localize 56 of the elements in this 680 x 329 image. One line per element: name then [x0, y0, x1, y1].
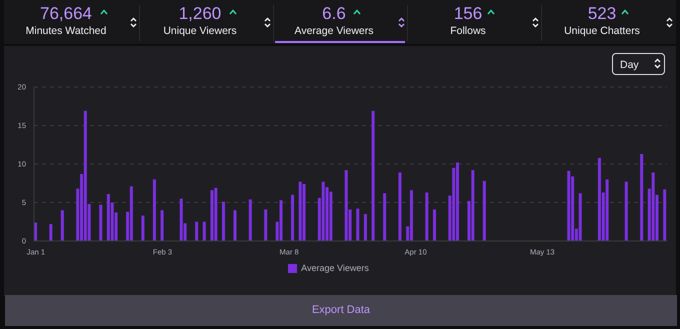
bar: [383, 193, 386, 241]
bar: [624, 182, 628, 241]
bar: [344, 170, 348, 241]
bar: [60, 210, 64, 241]
bar: [302, 184, 306, 241]
bar: [160, 210, 164, 241]
text: 523: [586, 4, 618, 24]
bar: [410, 190, 413, 241]
bar: [322, 182, 325, 241]
bar: [214, 188, 218, 241]
bar: [356, 208, 360, 241]
bar: [264, 209, 268, 241]
bar: [49, 224, 52, 241]
bar: [567, 170, 570, 241]
bar: [233, 210, 236, 241]
bar: [248, 199, 252, 241]
bar: [130, 186, 133, 241]
text: Minutes Watched: [24, 25, 108, 37]
text: Day: [612, 53, 665, 75]
bar: [398, 172, 402, 241]
bar: [578, 193, 582, 241]
bar: [180, 198, 183, 241]
bar: [606, 179, 609, 241]
text: Follows: [449, 25, 487, 37]
bar: [432, 209, 436, 241]
bar: [280, 200, 283, 241]
bar: [471, 170, 474, 241]
text: 1,260: [178, 4, 222, 24]
bar: [598, 158, 601, 241]
bar: [298, 182, 302, 241]
bar: [640, 154, 644, 241]
bar: [99, 204, 102, 241]
bar: [84, 110, 87, 241]
bar: [210, 190, 214, 241]
bar: [652, 172, 655, 241]
bar: [202, 222, 206, 241]
bar: [456, 162, 459, 241]
bar: [195, 222, 198, 241]
text: 156: [452, 4, 484, 24]
bar: [372, 110, 375, 241]
text: 6.6: [321, 4, 347, 24]
text: Average Viewers: [294, 25, 374, 37]
text: 76,664: [39, 4, 93, 24]
bar: [663, 189, 666, 241]
text: Export Data: [5, 295, 677, 326]
bar: [291, 194, 294, 241]
text: Unique Chatters: [563, 25, 641, 37]
bar: [364, 214, 367, 241]
bar: [106, 194, 110, 241]
bar: [141, 216, 144, 241]
bar: [425, 192, 428, 241]
legend-label: Average Viewers: [301, 263, 369, 273]
bar: [222, 202, 225, 241]
text: Unique Viewers: [162, 25, 238, 37]
bar: [482, 180, 486, 241]
bar: [152, 179, 156, 241]
